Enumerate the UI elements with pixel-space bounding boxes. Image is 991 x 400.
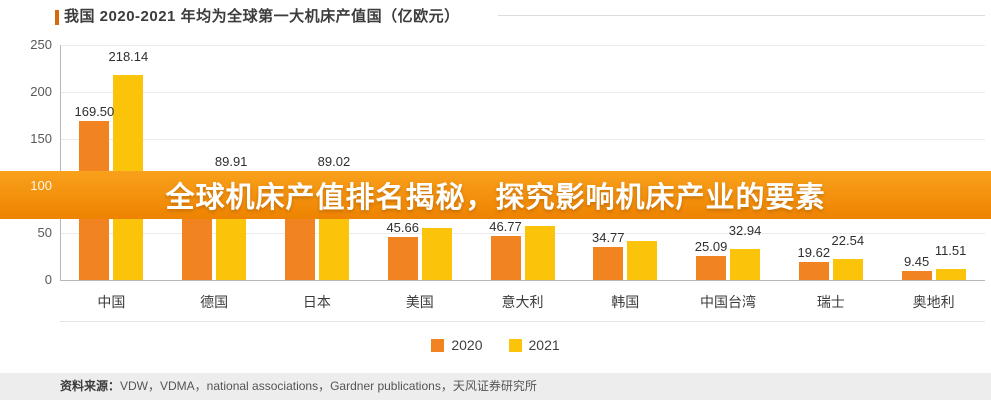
bar-2020-瑞士 [798,261,829,280]
y-axis-tick-100: 100 [30,178,52,193]
x-axis-label-美国: 美国 [405,294,434,310]
bar-label-2021-中国: 218.14 [108,48,149,64]
gridline-50 [60,233,985,234]
gridline-150 [60,139,985,140]
overlay-banner-text: 全球机床产值排名揭秘，探究影响机床产业的要素 [165,182,826,214]
bar-label-2020-韩国: 34.77 [591,230,625,246]
x-axis-line [60,280,985,281]
x-axis-label-奥地利: 奥地利 [912,294,955,310]
bar-2021-韩国 [627,241,658,280]
title-accent-bar [55,10,59,25]
legend-label-2020: 2020 [451,337,483,353]
bar-label-2020-瑞士: 19.62 [797,244,831,260]
gridline-250 [60,45,985,46]
chart-legend: 2020 2021 [0,337,991,353]
bar-label-2021-奥地利: 11.51 [934,243,967,259]
gridline-200 [60,92,985,93]
bar-2021-奥地利 [935,269,966,280]
bar-label-2021-瑞士: 22.54 [831,232,865,248]
y-axis-tick-200: 200 [30,84,52,99]
chart-title: 我国 2020-2021 年均为全球第一大机床产值国（亿欧元） [64,8,460,25]
bar-label-2020-中国: 169.50 [74,103,115,119]
y-axis-line [60,45,61,280]
bar-2020-奥地利 [901,271,932,280]
bar-label-2020-中国台湾: 25.09 [694,239,728,255]
bar-label-2021-德国: 89.91 [214,154,248,169]
source-bar: 资料来源：VDW，VDMA，national associations，Gard… [0,373,991,400]
x-axis-label-中国台湾: 中国台湾 [700,294,757,310]
source-text: VDW，VDMA，national associations，Gardner p… [120,379,537,393]
x-axis-label-瑞士: 瑞士 [816,294,845,310]
overlay-banner: 全球机床产值排名揭秘，探究影响机床产业的要素 [0,171,991,219]
bar-label-2020-意大利: 46.77 [489,219,522,235]
bar-2021-意大利 [524,226,555,280]
legend-item-2021: 2021 [508,337,560,353]
bar-2021-中国台湾 [730,249,761,280]
x-axis-label-日本: 日本 [302,294,331,310]
bar-label-2020-奥地利: 9.45 [903,254,930,270]
x-axis-label-意大利: 意大利 [501,294,544,310]
y-axis-tick-0: 0 [44,272,52,287]
y-axis-tick-150: 150 [30,131,52,146]
bar-2021-瑞士 [832,258,863,280]
source-label: 资料来源： [60,379,121,393]
legend-label-2021: 2021 [528,337,560,353]
bar-label-2020-美国: 45.66 [386,220,419,236]
bar-2020-中国台湾 [696,256,727,280]
bar-2020-美国 [387,237,418,280]
bar-2020-韩国 [593,247,624,280]
y-axis-tick-50: 50 [37,225,52,240]
x-axis-label-韩国: 韩国 [611,294,640,310]
bar-2021-美国 [421,228,452,280]
bar-label-2021-中国台湾: 32.94 [728,223,762,239]
legend-swatch-2021 [508,338,522,352]
title-rule [498,15,985,16]
legend-item-2020: 2020 [431,337,483,353]
bar-label-2021-日本: 89.02 [317,154,351,169]
y-axis-tick-250: 250 [30,37,52,52]
legend-swatch-2020 [431,338,445,352]
x-axis-label-德国: 德国 [200,294,229,310]
category-underline [60,321,985,322]
bar-2020-意大利 [490,236,521,280]
x-axis-label-中国: 中国 [97,294,126,310]
